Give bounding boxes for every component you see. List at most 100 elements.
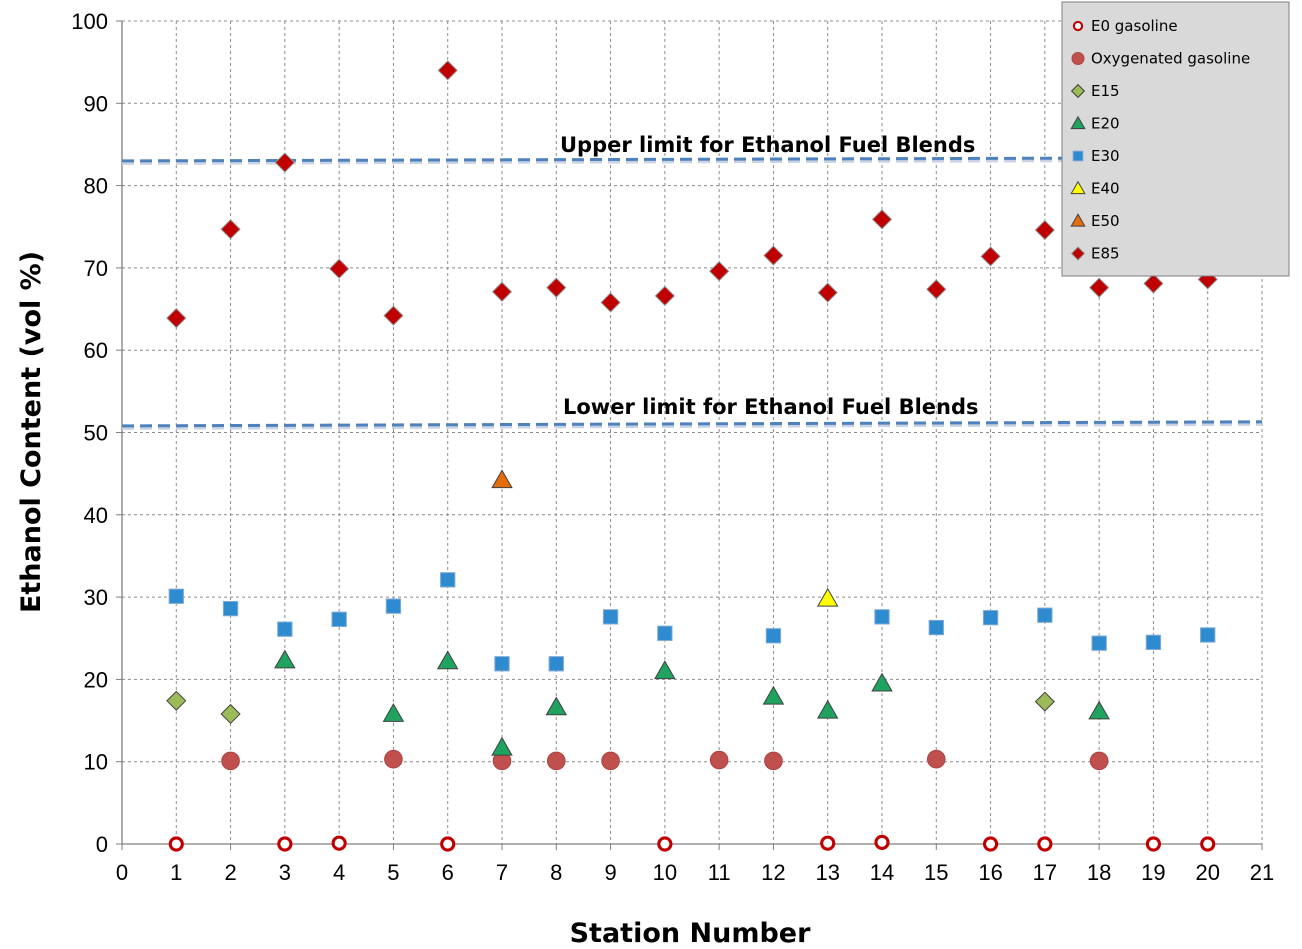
legend-label-oxygenated-gasoline: Oxygenated gasoline xyxy=(1091,50,1250,68)
point-e30 xyxy=(385,598,402,614)
x-tick-label: 21 xyxy=(1250,860,1274,885)
point-e30 xyxy=(222,600,239,617)
point-e20 xyxy=(816,699,839,719)
point-e85 xyxy=(871,209,893,230)
point-e0-gasoline xyxy=(874,834,890,850)
axes xyxy=(116,20,1263,850)
point-oxygenated-gasoline xyxy=(764,751,783,771)
legend-box xyxy=(1061,1,1290,277)
point-e85 xyxy=(437,60,458,81)
x-tick-label: 17 xyxy=(1033,860,1057,885)
legend-label-e50: E50 xyxy=(1091,212,1120,230)
point-oxygenated-gasoline xyxy=(221,751,240,771)
point-e0-gasoline xyxy=(1200,836,1216,852)
point-e85 xyxy=(600,292,621,313)
y-tick-label: 0 xyxy=(96,832,108,857)
point-e30 xyxy=(602,609,619,625)
point-e85 xyxy=(926,279,947,300)
y-tick-label: 70 xyxy=(84,256,108,281)
point-oxygenated-gasoline xyxy=(709,750,729,770)
point-e30 xyxy=(331,611,347,627)
y-tick-label: 100 xyxy=(71,9,108,34)
point-e30 xyxy=(168,588,184,604)
y-tick-label: 10 xyxy=(84,750,108,775)
point-e85 xyxy=(546,277,567,298)
point-e30 xyxy=(440,572,456,588)
point-e85 xyxy=(1034,219,1055,241)
point-e85 xyxy=(654,285,675,306)
point-e20 xyxy=(871,672,893,692)
point-e15 xyxy=(166,690,187,711)
point-e20 xyxy=(762,685,785,705)
x-tick-label: 6 xyxy=(442,860,454,885)
legend-marker-e15 xyxy=(1070,83,1086,99)
y-tick-label: 40 xyxy=(84,503,108,528)
point-oxygenated-gasoline xyxy=(384,749,403,769)
x-tick-label: 14 xyxy=(870,860,894,885)
x-tick-label: 8 xyxy=(550,860,562,885)
legend-label-e20: E20 xyxy=(1091,115,1120,133)
annotation-upper-limit: Upper limit for Ethanol Fuel Blends xyxy=(560,133,975,157)
point-e30 xyxy=(548,656,564,672)
point-e85 xyxy=(491,281,513,302)
legend-label-e40: E40 xyxy=(1091,180,1120,198)
legend-marker-e85 xyxy=(1070,246,1086,261)
point-e0-gasoline xyxy=(331,835,347,851)
x-tick-label: 12 xyxy=(761,860,785,885)
point-e30 xyxy=(657,625,673,641)
point-e20 xyxy=(654,660,676,680)
x-tick-label: 10 xyxy=(653,860,677,885)
point-e30 xyxy=(494,656,510,672)
annotation-lower-limit: Lower limit for Ethanol Fuel Blends xyxy=(563,395,979,419)
point-e20 xyxy=(491,736,513,756)
point-e30 xyxy=(874,609,890,625)
point-e30 xyxy=(1200,627,1216,643)
point-e20 xyxy=(274,649,296,669)
point-e20 xyxy=(1088,700,1110,720)
point-e30 xyxy=(1145,634,1162,651)
point-e20 xyxy=(382,703,405,722)
x-tick-label: 0 xyxy=(116,860,128,885)
legend: E0 gasoline Oxygenated gasoline E15 E20 E30 E… xyxy=(1061,1,1290,277)
y-tick-label: 80 xyxy=(84,174,108,199)
y-axis-title: Ethanol Content (vol %) xyxy=(16,251,47,613)
point-e30 xyxy=(1037,607,1053,623)
point-e85 xyxy=(1089,277,1110,298)
legend-label-e30: E30 xyxy=(1091,147,1120,165)
x-tick-label: 15 xyxy=(924,860,948,885)
point-e85 xyxy=(817,282,838,303)
legend-marker-e40 xyxy=(1070,180,1086,195)
point-e85 xyxy=(1143,273,1164,294)
reference-line-shadow xyxy=(121,421,1263,430)
legend-marker-e30 xyxy=(1072,150,1084,162)
point-e0-gasoline xyxy=(1037,836,1053,852)
point-e85 xyxy=(220,219,241,240)
x-tick-label: 3 xyxy=(279,860,291,885)
legend-marker-e50 xyxy=(1070,213,1086,227)
x-tick-label: 16 xyxy=(978,860,1002,885)
legend-label-e0-gasoline: E0 gasoline xyxy=(1091,17,1178,35)
x-axis-title: Station Number xyxy=(570,918,811,949)
y-tick-label: 20 xyxy=(84,667,108,692)
point-e20 xyxy=(436,650,459,670)
x-tick-label: 4 xyxy=(333,860,345,885)
point-e85 xyxy=(274,152,295,173)
x-tick-label: 18 xyxy=(1087,860,1111,885)
reference-line xyxy=(121,156,1263,163)
legend-marker-e20 xyxy=(1070,115,1086,130)
point-e85 xyxy=(763,245,784,266)
y-tick-label: 50 xyxy=(84,421,108,446)
point-e0-gasoline xyxy=(1145,836,1162,852)
point-e30 xyxy=(928,619,944,636)
point-e40 xyxy=(816,587,839,607)
legend-label-e85: E85 xyxy=(1091,245,1120,263)
point-e0-gasoline xyxy=(657,836,673,852)
x-tick-label: 7 xyxy=(496,860,508,885)
x-tick-label: 20 xyxy=(1195,860,1219,885)
point-e85 xyxy=(709,261,730,282)
point-e0-gasoline xyxy=(440,836,456,852)
point-e85 xyxy=(329,258,350,279)
point-oxygenated-gasoline xyxy=(1089,751,1109,771)
point-e50 xyxy=(491,469,513,489)
